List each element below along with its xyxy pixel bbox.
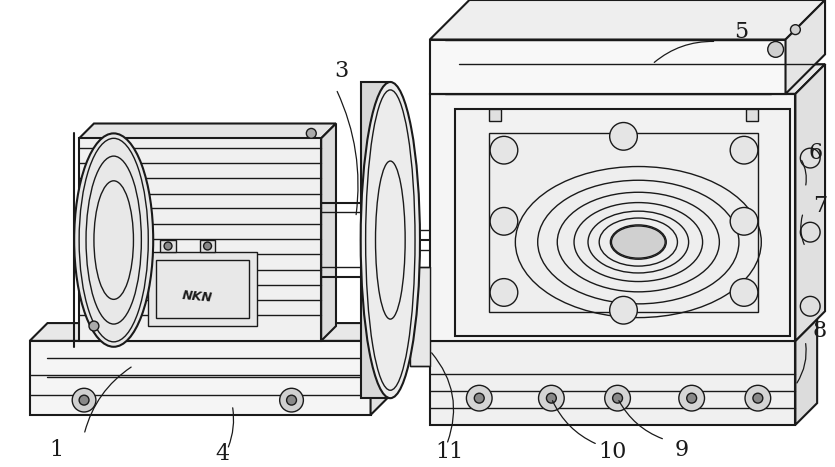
- Text: 8: 8: [813, 320, 827, 342]
- Text: NKN: NKN: [182, 289, 214, 304]
- Circle shape: [800, 297, 820, 316]
- Bar: [160, 240, 176, 252]
- Circle shape: [467, 385, 492, 411]
- Polygon shape: [430, 64, 825, 94]
- Text: 11: 11: [436, 440, 463, 462]
- Polygon shape: [786, 0, 825, 94]
- Circle shape: [610, 297, 637, 324]
- Polygon shape: [30, 341, 371, 415]
- Circle shape: [791, 25, 800, 35]
- Text: 7: 7: [813, 194, 827, 217]
- Circle shape: [730, 279, 758, 306]
- Bar: [156, 260, 249, 318]
- Circle shape: [730, 136, 758, 164]
- Circle shape: [280, 388, 303, 412]
- Circle shape: [89, 321, 99, 331]
- Polygon shape: [321, 123, 336, 341]
- Circle shape: [164, 242, 172, 250]
- Polygon shape: [430, 0, 825, 40]
- Circle shape: [610, 122, 637, 150]
- Polygon shape: [371, 323, 388, 415]
- Bar: [149, 252, 257, 326]
- Polygon shape: [430, 319, 817, 341]
- Text: 9: 9: [675, 439, 689, 460]
- Bar: [454, 109, 791, 336]
- Circle shape: [800, 222, 820, 242]
- Text: 6: 6: [808, 142, 822, 164]
- Circle shape: [753, 393, 763, 403]
- Bar: [410, 267, 430, 366]
- Circle shape: [79, 395, 89, 405]
- Bar: [200, 240, 215, 252]
- Polygon shape: [796, 319, 817, 425]
- Circle shape: [490, 279, 518, 306]
- Circle shape: [72, 388, 96, 412]
- Text: 10: 10: [599, 441, 627, 464]
- Text: 1: 1: [49, 439, 63, 460]
- Bar: [489, 134, 758, 312]
- Polygon shape: [430, 40, 786, 94]
- Bar: [489, 109, 501, 120]
- Polygon shape: [79, 138, 321, 341]
- Bar: [746, 109, 758, 120]
- Circle shape: [613, 393, 623, 403]
- Text: 3: 3: [334, 60, 348, 82]
- Polygon shape: [796, 64, 825, 341]
- Circle shape: [490, 136, 518, 164]
- Circle shape: [686, 393, 696, 403]
- Circle shape: [539, 385, 564, 411]
- Bar: [361, 82, 390, 398]
- Ellipse shape: [611, 226, 665, 258]
- Circle shape: [490, 207, 518, 235]
- Ellipse shape: [74, 134, 153, 347]
- Ellipse shape: [361, 82, 420, 398]
- Circle shape: [474, 393, 484, 403]
- Circle shape: [204, 242, 211, 250]
- Circle shape: [800, 148, 820, 168]
- Circle shape: [767, 42, 783, 57]
- Circle shape: [679, 385, 705, 411]
- Polygon shape: [430, 94, 796, 341]
- Circle shape: [286, 395, 296, 405]
- Circle shape: [745, 385, 771, 411]
- Circle shape: [605, 385, 630, 411]
- Circle shape: [730, 207, 758, 235]
- Polygon shape: [79, 123, 336, 138]
- Circle shape: [306, 128, 316, 138]
- Polygon shape: [30, 323, 388, 341]
- Text: 5: 5: [734, 21, 748, 42]
- Circle shape: [546, 393, 556, 403]
- Polygon shape: [430, 341, 796, 425]
- Text: 4: 4: [215, 444, 230, 466]
